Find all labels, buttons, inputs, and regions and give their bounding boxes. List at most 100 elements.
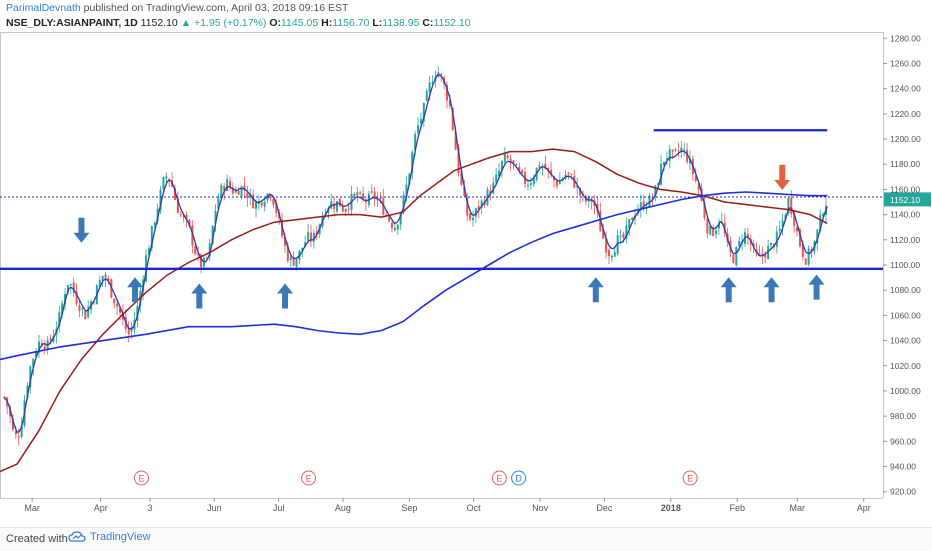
- event-label: D: [515, 474, 522, 484]
- candle-body: [165, 176, 168, 179]
- candle-body: [393, 227, 396, 231]
- candle-body: [414, 133, 417, 150]
- candle-body: [116, 303, 119, 307]
- x-tick-label: Dec: [596, 503, 613, 513]
- candle-body: [819, 214, 822, 232]
- candle-body: [622, 233, 625, 238]
- candle-body: [399, 212, 402, 225]
- y-tick-label: 1160.00: [890, 184, 920, 194]
- candle-body: [292, 257, 295, 266]
- chart-header: ParimalDevnath published on TradingView.…: [0, 0, 932, 32]
- candle-body: [353, 193, 356, 197]
- candle-body: [544, 163, 547, 169]
- candle-body: [460, 171, 463, 185]
- candle-body: [61, 303, 64, 315]
- arrow-shape: [191, 283, 208, 309]
- candle-body: [775, 231, 778, 247]
- candle-body: [796, 227, 799, 232]
- down-arrow-marker: [73, 217, 90, 243]
- candle-body: [807, 248, 810, 265]
- arrow-shape: [763, 277, 780, 303]
- candle-body: [359, 192, 362, 194]
- y-tick-label: 1040.00: [890, 336, 921, 346]
- candle-body: [411, 151, 414, 173]
- candle-body: [587, 196, 590, 202]
- tradingview-brand[interactable]: TradingView: [68, 531, 151, 543]
- candle-body: [220, 185, 223, 199]
- candle-body: [260, 202, 263, 206]
- y-tick-label: 1280.00: [890, 33, 921, 43]
- candle-body: [605, 238, 608, 253]
- candle-body: [75, 291, 78, 304]
- candle-body: [243, 185, 246, 191]
- x-tick-label: Jun: [207, 503, 222, 513]
- y-tick-label: 1260.00: [890, 58, 921, 68]
- candle-body: [472, 217, 475, 221]
- candle-body: [616, 235, 619, 255]
- candle-body: [770, 242, 773, 245]
- event-marker: E: [491, 470, 507, 486]
- author-link[interactable]: ParimalDevnath: [6, 2, 81, 14]
- y-tick-label: 940.00: [890, 462, 916, 472]
- candle-body: [671, 149, 674, 152]
- candle-body: [234, 190, 237, 193]
- candle-body: [677, 150, 680, 152]
- up-arrow-marker: [808, 274, 825, 300]
- arrow-shape: [277, 283, 294, 309]
- y-tick-label: 1140.00: [890, 210, 920, 220]
- x-tick-label: Aug: [335, 503, 351, 513]
- published-text: published on TradingView.com, April 03, …: [83, 2, 349, 14]
- candle-body: [764, 254, 767, 258]
- candle-body: [419, 118, 422, 124]
- candle-body: [625, 225, 628, 239]
- candle-body: [402, 194, 405, 210]
- event-marker: D: [511, 470, 527, 486]
- candle-body: [159, 189, 162, 211]
- candle-body: [101, 275, 104, 281]
- candle-body: [153, 223, 156, 226]
- candle-body: [431, 82, 434, 84]
- candle-body: [451, 107, 454, 130]
- candle-body: [474, 208, 477, 217]
- tradingview-label: TradingView: [90, 531, 151, 543]
- low-label: L:: [372, 17, 383, 29]
- up-arrow-marker: [127, 277, 144, 303]
- y-tick-label: 1100.00: [890, 260, 920, 270]
- candle-body: [706, 218, 709, 234]
- candle-body: [515, 164, 518, 166]
- candle-body: [263, 202, 266, 207]
- candle-body: [119, 307, 122, 313]
- event-label: E: [687, 474, 693, 484]
- chart-area[interactable]: 920.00 940.00 960.00 980.00 1000.00 1020.00 10…: [0, 32, 932, 527]
- event-marker: E: [682, 470, 698, 486]
- candle-body: [379, 197, 382, 200]
- candle-body: [162, 177, 165, 190]
- candle-body: [469, 213, 472, 220]
- candle-body: [341, 206, 344, 212]
- candle-body: [362, 193, 365, 199]
- candle-body: [191, 225, 194, 246]
- x-tick-label: 2018: [661, 503, 681, 513]
- arrow-shape: [587, 277, 604, 303]
- candle-body: [408, 173, 411, 185]
- candle-body: [194, 245, 197, 255]
- y-tick-label: 960.00: [890, 436, 916, 446]
- price-chart[interactable]: 920.00 940.00 960.00 980.00 1000.00 1020.00 10…: [0, 32, 932, 527]
- footer: Created with TradingView: [0, 527, 932, 551]
- candle-body: [697, 183, 700, 190]
- candle-body: [179, 214, 182, 216]
- candle-body: [283, 236, 286, 246]
- candle-body: [778, 228, 781, 232]
- candle-body: [223, 186, 226, 192]
- candle-body: [405, 184, 408, 197]
- price-change: ▲ +1.95 (+0.17%): [180, 17, 267, 29]
- event-marker: E: [301, 470, 317, 486]
- arrow-shape: [808, 274, 825, 300]
- candle-body: [558, 180, 561, 185]
- candle-body: [489, 190, 492, 195]
- candle-body: [272, 199, 275, 205]
- candle-body: [330, 201, 333, 209]
- plot-frame: [0, 32, 884, 499]
- last-price: 1152.10: [140, 17, 178, 29]
- candle-body: [211, 225, 214, 244]
